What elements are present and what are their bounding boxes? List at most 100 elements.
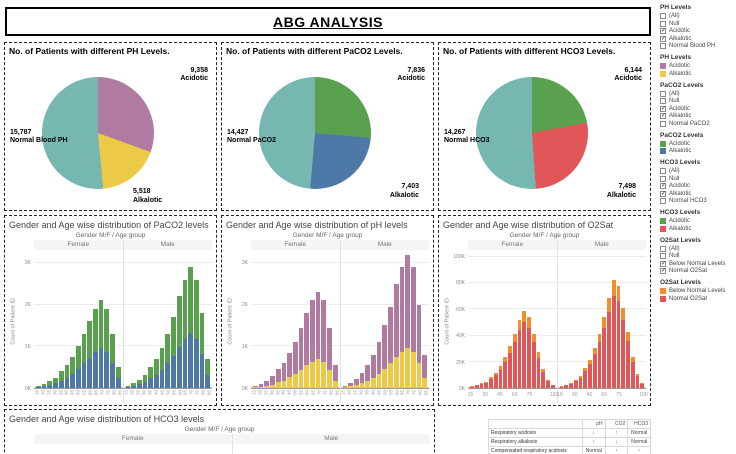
bar-female-80[interactable]	[327, 250, 332, 388]
bar-male-65[interactable]	[399, 250, 405, 388]
bar-female-25[interactable]	[62, 444, 74, 454]
bar-female-60[interactable]	[153, 444, 165, 454]
bar-male-35[interactable]	[286, 444, 298, 454]
bar-male-20[interactable]	[564, 250, 568, 388]
checkbox-icon[interactable]	[660, 168, 666, 174]
bar-male-85[interactable]	[416, 444, 428, 454]
bar-male-80[interactable]	[199, 250, 205, 388]
bar-male-25[interactable]	[569, 250, 573, 388]
bar-female-25[interactable]	[47, 250, 53, 388]
bar-male-80[interactable]	[403, 444, 415, 454]
bar-female-70[interactable]	[98, 250, 104, 388]
filter-option[interactable]: ✓ Alkalotic	[660, 35, 734, 42]
bar-male-15[interactable]	[559, 250, 564, 388]
bar-female-50[interactable]	[292, 250, 298, 388]
bar-female-95[interactable]	[546, 250, 550, 388]
bar-female-65[interactable]	[517, 250, 522, 388]
legend-item[interactable]: Normal O2Sat	[660, 295, 734, 302]
bar-female-50[interactable]	[75, 250, 81, 388]
filter-option[interactable]: (All)	[660, 13, 734, 19]
bar-male-50[interactable]	[592, 250, 597, 388]
bar-male-30[interactable]	[142, 250, 148, 388]
bar-female-50[interactable]	[503, 250, 507, 388]
bar-male-30[interactable]	[573, 250, 578, 388]
legend-item[interactable]: Acidotic	[660, 63, 734, 69]
bar-female-25[interactable]	[479, 250, 484, 388]
filter-option[interactable]: Null	[660, 98, 734, 104]
checkbox-icon[interactable]	[660, 98, 666, 104]
bar-female-65[interactable]	[93, 250, 98, 388]
checkbox-icon[interactable]	[660, 245, 666, 252]
bar-male-60[interactable]	[602, 250, 606, 388]
bar-female-75[interactable]	[527, 250, 531, 388]
bar-female-55[interactable]	[140, 444, 152, 454]
bar-female-80[interactable]	[110, 250, 115, 388]
bar-male-80[interactable]	[416, 250, 422, 388]
checkbox-icon[interactable]	[660, 253, 666, 259]
bar-female-100[interactable]	[550, 250, 555, 388]
bar-female-85[interactable]	[536, 250, 541, 388]
bar-female-70[interactable]	[179, 444, 191, 454]
legend-item[interactable]: Below Normal Levels	[660, 288, 734, 294]
bar-male-50[interactable]	[325, 444, 337, 454]
bar-female-50[interactable]	[127, 444, 139, 454]
bar-female-65[interactable]	[310, 250, 315, 388]
bar-male-40[interactable]	[583, 250, 587, 388]
checkbox-icon[interactable]: ✓	[660, 113, 667, 119]
filter-option[interactable]: ✓ Normal O2Sat	[660, 268, 734, 274]
pie-ph-chart[interactable]: 9,358 Acidotic 5,518 Alkalotic 15,787 Normal …	[5, 43, 216, 210]
legend-item[interactable]: Alkalotic	[660, 148, 734, 154]
legend-item[interactable]: Acidotic	[660, 140, 734, 147]
bar-male-15[interactable]	[235, 444, 247, 454]
bar-male-70[interactable]	[188, 250, 193, 388]
legend-item[interactable]: Alkalotic	[660, 70, 734, 77]
checkbox-icon[interactable]: ✓	[660, 35, 667, 42]
bar-female-25[interactable]	[264, 250, 270, 388]
bar-female-55[interactable]	[298, 250, 304, 388]
bar-male-90[interactable]	[630, 250, 635, 388]
bar-female-90[interactable]	[541, 250, 545, 388]
pie[interactable]	[259, 77, 371, 189]
bar-female-15[interactable]	[36, 444, 48, 454]
checkbox-icon[interactable]	[660, 198, 666, 204]
filter-option[interactable]: ✓ Acidotic	[660, 105, 734, 112]
bar-female-85[interactable]	[218, 444, 230, 454]
checkbox-icon[interactable]	[660, 120, 666, 127]
bar-female-20[interactable]	[258, 250, 264, 388]
bar-female-75[interactable]	[192, 444, 204, 454]
bar-male-70[interactable]	[377, 444, 389, 454]
bar-female-75[interactable]	[104, 250, 110, 388]
filter-option[interactable]: Normal HCO3	[660, 198, 734, 204]
bar-female-30[interactable]	[270, 250, 275, 388]
bar-female-45[interactable]	[287, 250, 292, 388]
bar-female-85[interactable]	[332, 250, 338, 388]
bar-female-40[interactable]	[281, 250, 287, 388]
bar-male-40[interactable]	[371, 250, 376, 388]
bar-female-80[interactable]	[205, 444, 217, 454]
bar-male-15[interactable]	[342, 250, 348, 388]
filter-option[interactable]: Normal Blood PH	[660, 43, 734, 49]
bar-male-45[interactable]	[588, 250, 592, 388]
legend-item[interactable]: Acidotic	[660, 218, 734, 224]
bar-female-15[interactable]	[470, 250, 474, 388]
filter-option[interactable]: (All)	[660, 245, 734, 252]
filter-option[interactable]: ✓ Below Normal Levels	[660, 260, 734, 267]
checkbox-icon[interactable]	[660, 20, 666, 27]
bar-female-30[interactable]	[75, 444, 87, 454]
checkbox-icon[interactable]: ✓	[660, 28, 667, 34]
filter-option[interactable]: Null	[660, 253, 734, 259]
bar-male-85[interactable]	[422, 250, 428, 388]
bar-female-20[interactable]	[49, 444, 61, 454]
bar-female-35[interactable]	[88, 444, 100, 454]
bar-male-20[interactable]	[131, 250, 136, 388]
bar-male-75[interactable]	[193, 250, 199, 388]
bar-male-20[interactable]	[348, 250, 353, 388]
bar-male-25[interactable]	[136, 250, 142, 388]
bar-male-45[interactable]	[312, 444, 324, 454]
bar-male-80[interactable]	[621, 250, 625, 388]
checkbox-icon[interactable]	[660, 13, 666, 19]
bar-female-35[interactable]	[489, 250, 493, 388]
bar-female-30[interactable]	[53, 250, 58, 388]
checkbox-icon[interactable]	[660, 175, 666, 182]
bar-male-60[interactable]	[176, 250, 182, 388]
